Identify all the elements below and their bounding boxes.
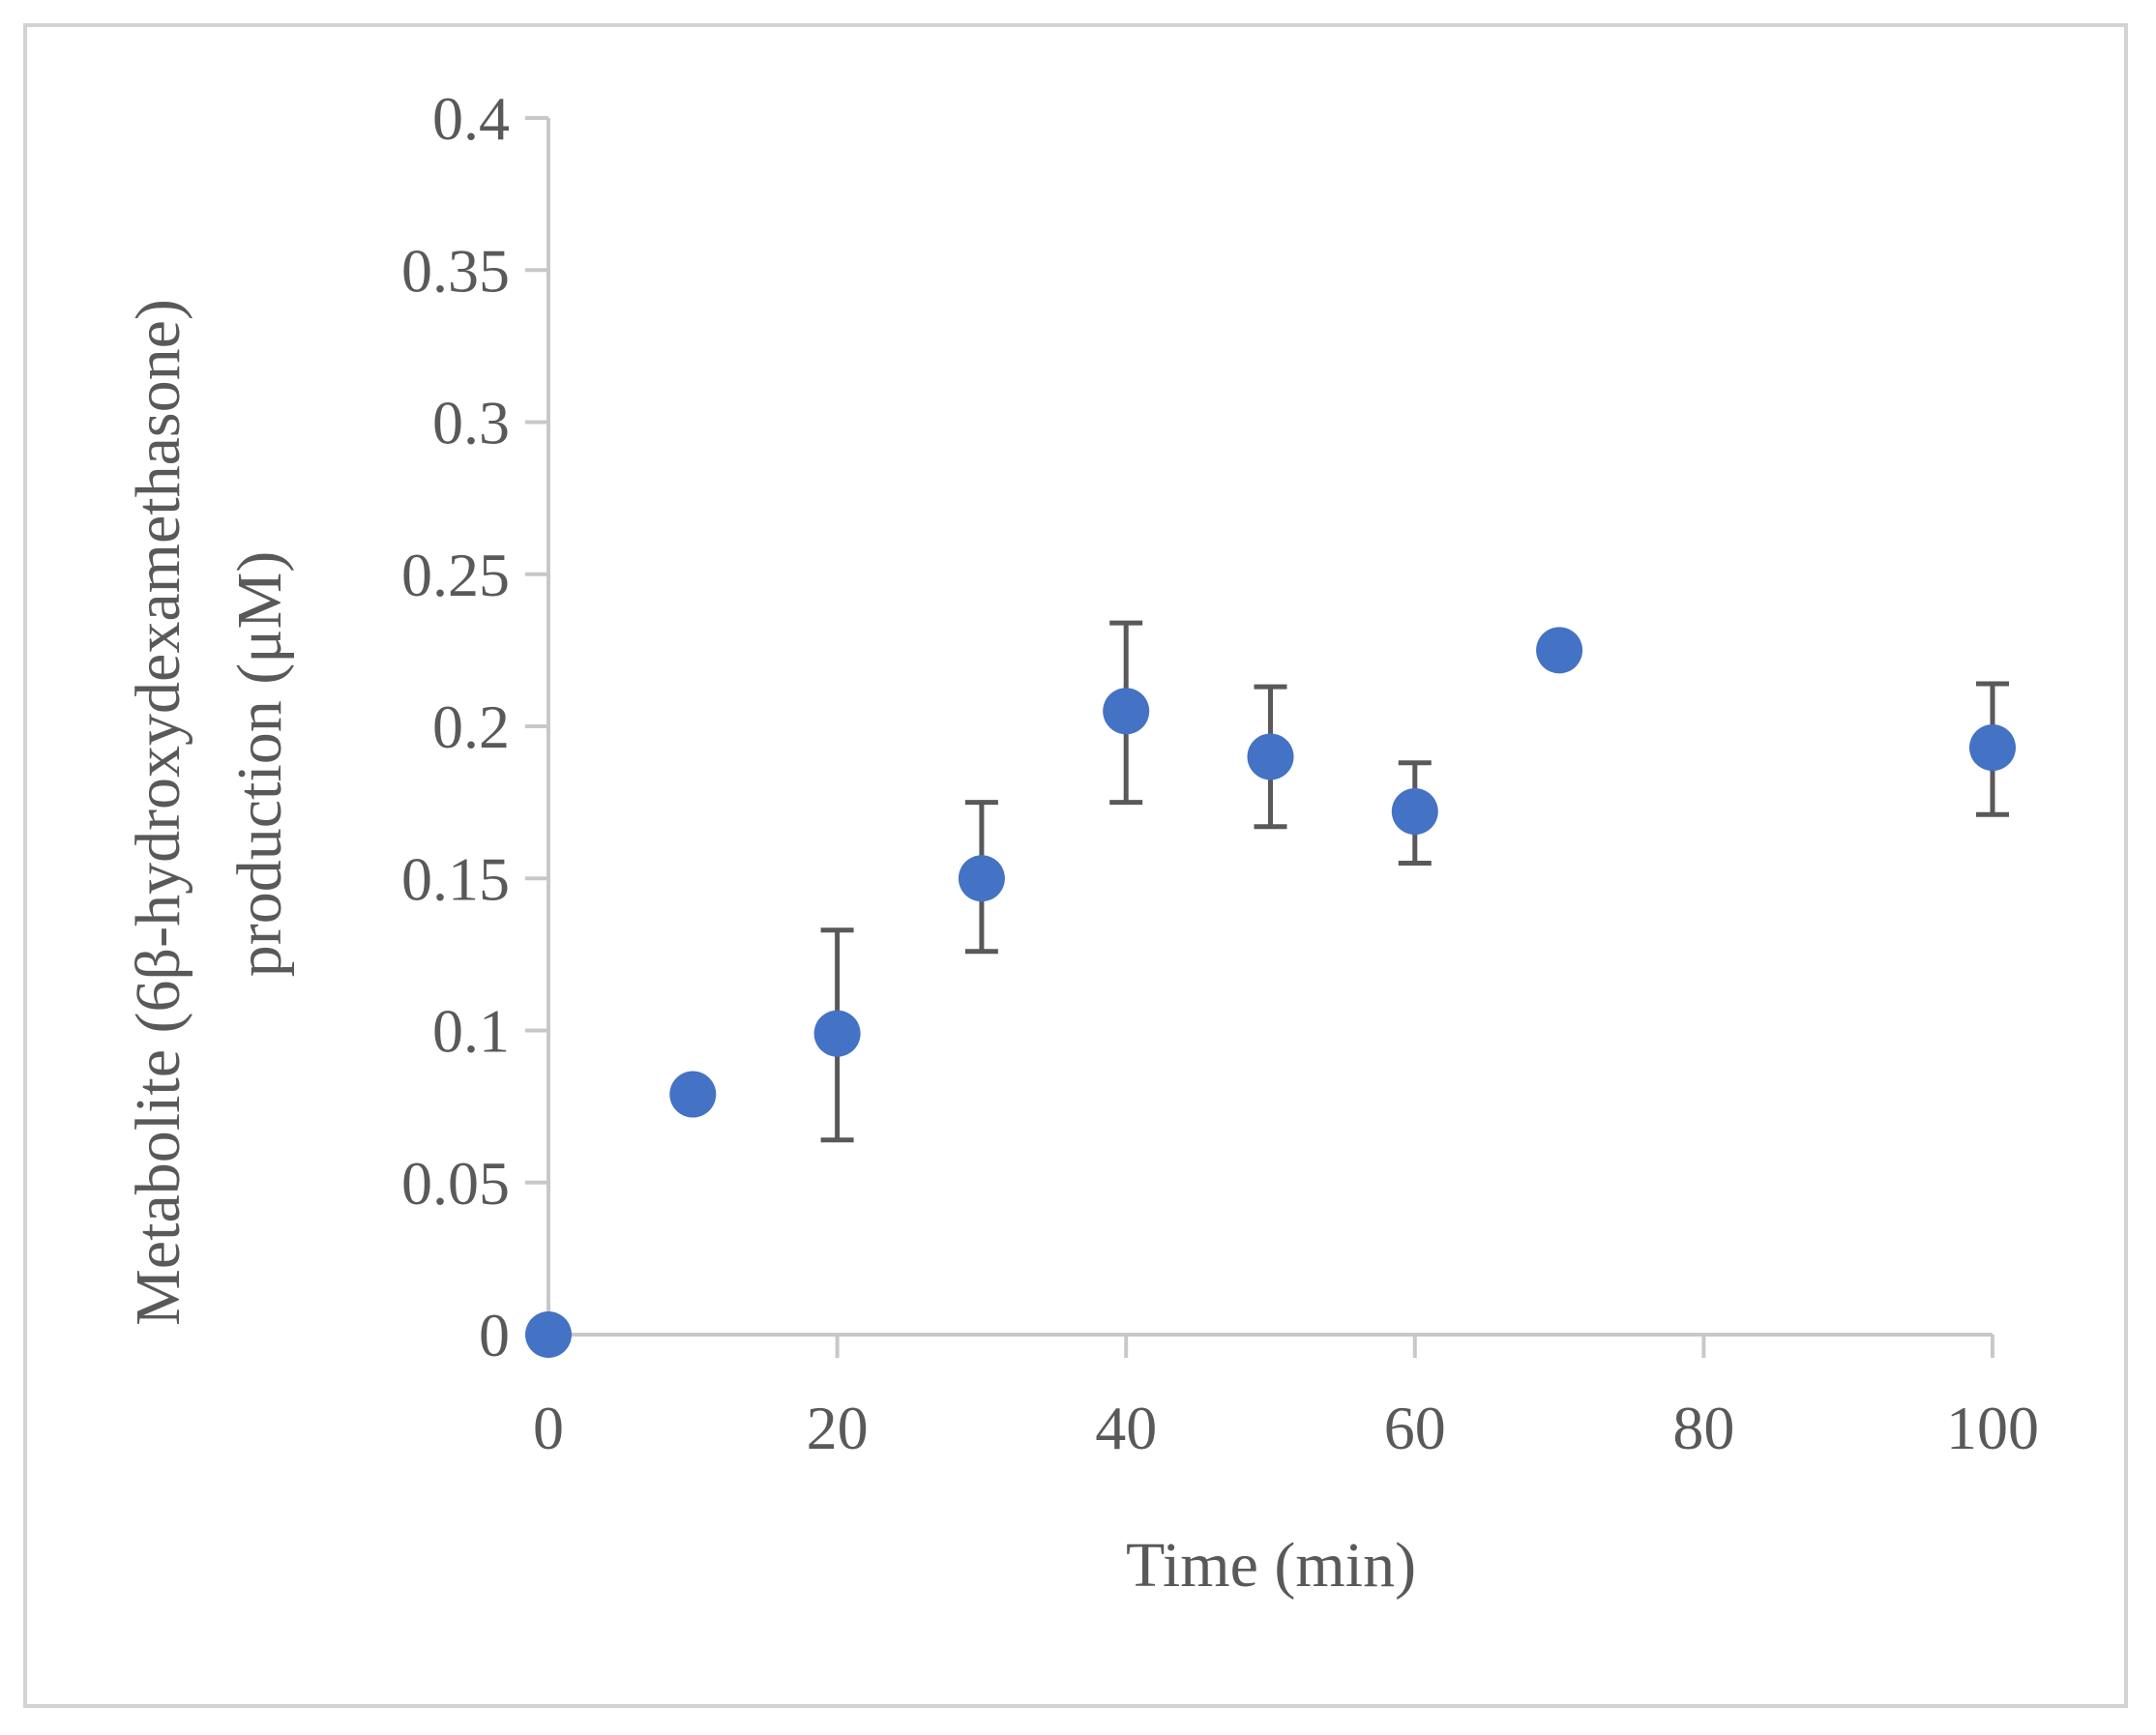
data-point [1391, 788, 1438, 836]
data-points [525, 627, 2016, 1358]
y-tick-label: 0.05 [401, 1149, 510, 1218]
y-tick-label: 0.2 [432, 692, 510, 761]
y-axis-ticks: 0 0.05 0.1 0.15 0.2 0.25 0.3 0.35 0.4 [401, 84, 548, 1369]
data-point [525, 1311, 572, 1358]
x-tick-label: 100 [1946, 1394, 2039, 1462]
y-axis-title-line-2: production (μM) [224, 551, 295, 977]
data-point [1247, 733, 1294, 780]
y-tick-label: 0.1 [432, 997, 510, 1066]
y-axis-title-line-1: Metabolite (6β-hydroxydexamethasone) [123, 299, 193, 1326]
y-tick-label: 0 [479, 1301, 510, 1369]
data-point [669, 1071, 717, 1118]
y-axis-title: Metabolite (6β-hydroxydexamethasone) pro… [123, 299, 295, 1326]
y-tick-label: 0.25 [401, 541, 510, 609]
x-tick-label: 40 [1095, 1394, 1157, 1462]
x-axis-title: Time (min) [1126, 1530, 1416, 1601]
data-point [1536, 627, 1583, 674]
data-point [813, 1010, 861, 1057]
x-axis-ticks: 0 20 40 60 80 100 [533, 1335, 2039, 1462]
data-point [1969, 724, 2016, 772]
y-tick-label: 0.35 [401, 236, 510, 305]
x-tick-label: 20 [807, 1394, 869, 1462]
x-tick-label: 0 [533, 1394, 564, 1462]
y-tick-label: 0.3 [432, 389, 510, 457]
data-point [958, 855, 1005, 902]
x-tick-label: 60 [1384, 1394, 1446, 1462]
chart-frame [23, 23, 2128, 1708]
y-tick-label: 0.4 [432, 84, 510, 153]
data-point [1103, 688, 1150, 735]
y-tick-label: 0.15 [401, 844, 510, 913]
x-tick-label: 80 [1672, 1394, 1734, 1462]
